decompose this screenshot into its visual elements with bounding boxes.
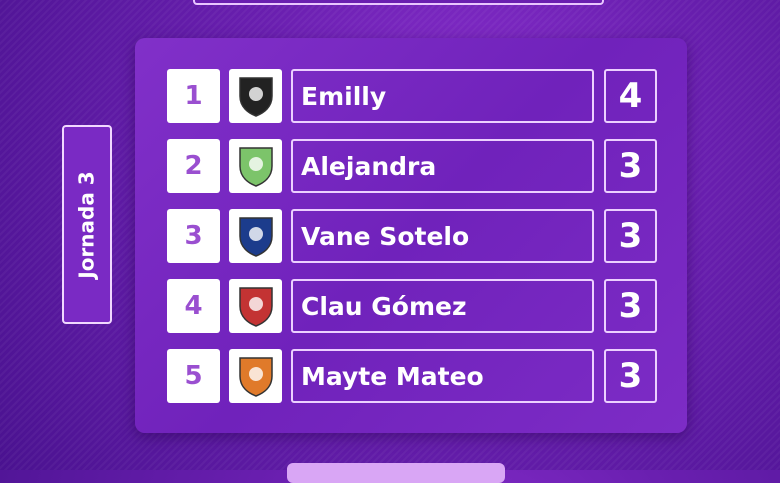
apa-crest-icon — [229, 209, 282, 263]
player-score: 3 — [604, 349, 657, 403]
rank-number: 1 — [167, 69, 220, 123]
ranking-panel — [135, 38, 687, 433]
rank-number: 3 — [167, 209, 220, 263]
player-name: Emilly — [291, 69, 594, 123]
ranking-row: 1 Emilly 4 — [167, 69, 657, 123]
crest-black-white-icon — [229, 69, 282, 123]
header-bar — [193, 0, 604, 5]
ranking-row: 4 Clau Gómez 3 — [167, 279, 657, 333]
player-score: 4 — [604, 69, 657, 123]
ranking-row: 2 Alejandra 3 — [167, 139, 657, 193]
ranking-row: 3 Vane Sotelo 3 — [167, 209, 657, 263]
player-score: 3 — [604, 209, 657, 263]
player-name: Clau Gómez — [291, 279, 594, 333]
ranking-row: 5 Mayte Mateo 3 — [167, 349, 657, 403]
rank-number: 2 — [167, 139, 220, 193]
eagle-crest-icon — [229, 279, 282, 333]
jornada-label: Jornada 3 — [62, 125, 112, 324]
player-score: 3 — [604, 139, 657, 193]
player-score: 3 — [604, 279, 657, 333]
rank-number: 5 — [167, 349, 220, 403]
rank-number: 4 — [167, 279, 220, 333]
jornada-text: Jornada 3 — [75, 170, 100, 279]
player-name: Vane Sotelo — [291, 209, 594, 263]
footer-bar — [287, 463, 505, 483]
player-name: Mayte Mateo — [291, 349, 594, 403]
player-name: Alejandra — [291, 139, 594, 193]
crest-green-lightning-icon — [229, 139, 282, 193]
futsal-roldan-crest-icon — [229, 349, 282, 403]
